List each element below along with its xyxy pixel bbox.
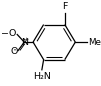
Text: −O: −O	[1, 29, 17, 38]
Text: H₂N: H₂N	[33, 72, 51, 81]
Text: N: N	[21, 38, 28, 47]
Text: F: F	[62, 2, 67, 11]
Text: O: O	[10, 47, 18, 56]
Text: Me: Me	[88, 38, 100, 47]
Text: ": "	[14, 49, 16, 54]
Text: +: +	[24, 37, 29, 42]
